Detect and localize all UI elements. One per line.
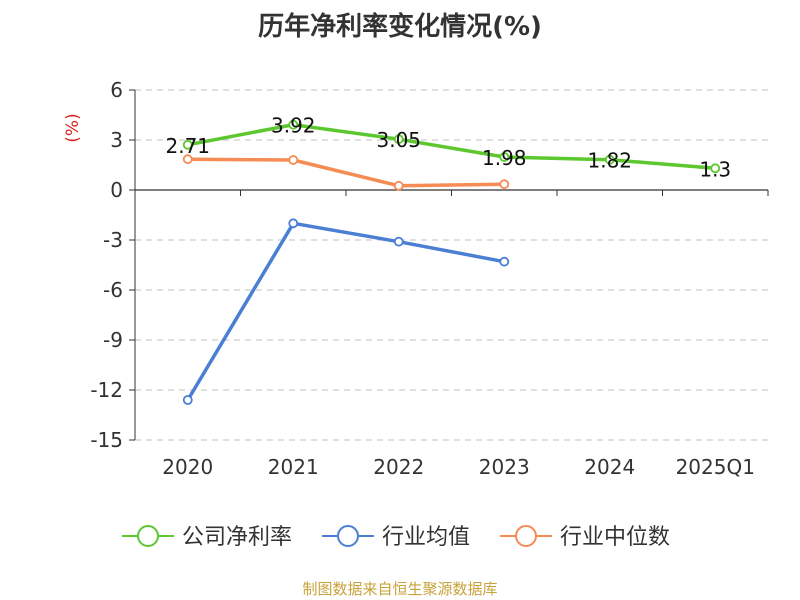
- data-point: [288, 155, 299, 165]
- data-point: [182, 154, 193, 165]
- source-note: 制图数据来自恒生聚源数据库: [302, 580, 498, 598]
- data-point: [393, 134, 404, 145]
- data-label: 3.05: [376, 128, 421, 152]
- x-tick-label: 2020: [162, 455, 213, 479]
- data-label: 1.82: [587, 149, 632, 173]
- x-tick-label: 2024: [584, 455, 635, 479]
- legend-label: 行业均值: [382, 525, 470, 550]
- data-point: [604, 154, 615, 165]
- legend-marker: [337, 525, 359, 547]
- y-tick-label: 6: [110, 78, 123, 102]
- data-point: [288, 119, 299, 130]
- grid-lines: [135, 89, 768, 441]
- legend-marker: [137, 525, 159, 547]
- y-tick-label: -15: [90, 428, 123, 452]
- data-labels: 2.71 3.92 3.05 1.98 1.82 1.3: [165, 114, 731, 182]
- series-line: [186, 221, 507, 402]
- x-tick-label: 2022: [373, 455, 424, 479]
- y-tick-label: -12: [90, 378, 123, 402]
- data-point: [499, 256, 510, 267]
- data-label: 2.71: [165, 134, 210, 158]
- y-axis-label: (%): [63, 113, 83, 142]
- y-tick-label: -3: [103, 228, 123, 252]
- data-point: [710, 163, 721, 174]
- legend-item: 行业中位数: [500, 525, 670, 550]
- data-point: [499, 179, 510, 190]
- axes: 6 3 0 -3 -6 -9 -12 -15 2020 2021 2022 2023 2024 2025Q…: [63, 78, 769, 479]
- x-tick-label: 2023: [479, 455, 530, 479]
- series-layer: [182, 119, 721, 405]
- data-point: [393, 180, 404, 191]
- y-tick-label: -6: [103, 278, 123, 302]
- y-tick-label: 0: [110, 178, 123, 202]
- legend-label: 行业中位数: [560, 525, 670, 550]
- y-tick-label: 3: [110, 128, 123, 152]
- data-point: [182, 139, 193, 150]
- legend-item: 行业均值: [322, 525, 470, 550]
- x-tick-label: 2021: [268, 455, 319, 479]
- chart-title: 历年净利率变化情况(%): [258, 12, 542, 42]
- data-label: 1.3: [699, 157, 731, 181]
- legend: 公司净利率 行业均值 行业中位数: [122, 525, 670, 550]
- legend-item: 公司净利率: [122, 525, 292, 550]
- data-point: [393, 236, 404, 247]
- x-tick-label: 2025Q1: [676, 455, 755, 479]
- series-line: [186, 157, 507, 188]
- data-label: 1.98: [482, 146, 527, 170]
- data-point: [288, 218, 299, 229]
- series-line: [186, 122, 718, 171]
- data-point: [499, 152, 510, 162]
- legend-marker: [515, 525, 537, 547]
- legend-label: 公司净利率: [182, 525, 292, 550]
- y-tick-label: -9: [103, 328, 123, 352]
- data-label: 3.92: [271, 114, 316, 138]
- data-point: [182, 395, 193, 405]
